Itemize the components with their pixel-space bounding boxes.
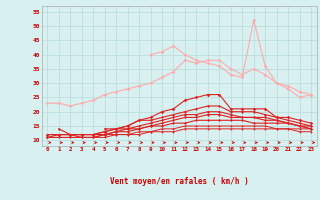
Text: Vent moyen/en rafales ( km/h ): Vent moyen/en rafales ( km/h ) [110,177,249,186]
